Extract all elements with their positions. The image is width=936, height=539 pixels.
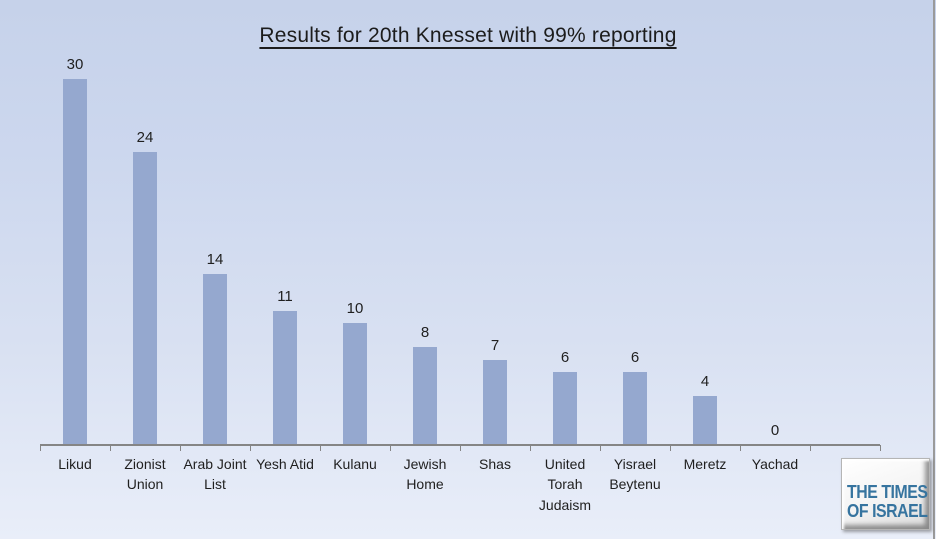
- category-label-arab-joint-list: Arab Joint List: [183, 456, 247, 493]
- x-axis-tick: [530, 445, 531, 451]
- category-label-yachad: Yachad: [751, 456, 799, 472]
- x-axis-tick: [600, 445, 601, 451]
- x-axis-tick: [810, 445, 811, 451]
- category-label-kulanu: Kulanu: [333, 456, 377, 472]
- category-label-shas: Shas: [479, 456, 511, 472]
- x-axis-tick: [880, 445, 881, 451]
- category-label-likud: Likud: [58, 456, 92, 472]
- category-label-meretz: Meretz: [683, 456, 727, 472]
- logo-text-line2: OF ISRAEL: [847, 501, 928, 521]
- x-axis-line: [40, 444, 880, 446]
- x-axis-tick: [390, 445, 391, 451]
- category-label-jewish-home: Jewish Home: [403, 456, 447, 493]
- bar-jewish-home: [413, 347, 437, 445]
- bar-meretz: [693, 396, 717, 445]
- x-axis-tick: [40, 445, 41, 451]
- value-label-yachad: 0: [770, 422, 780, 439]
- category-label-yesh-atid: Yesh Atid: [256, 456, 314, 472]
- bar-shas: [483, 360, 507, 445]
- value-label-yesh-atid: 11: [277, 288, 293, 305]
- bar-united-torah-judaism: [553, 372, 577, 445]
- value-label-likud: 30: [66, 56, 84, 73]
- value-label-jewish-home: 8: [420, 324, 430, 341]
- value-label-arab-joint-list: 14: [206, 251, 224, 268]
- bar-yisrael-beytenu: [623, 372, 647, 445]
- value-label-united-torah-judaism: 6: [560, 349, 570, 366]
- bar-yesh-atid: [273, 311, 297, 445]
- category-label-zionist-union: Zionist Union: [124, 456, 166, 493]
- chart-title: Results for 20th Knesset with 99% report…: [259, 24, 677, 47]
- x-axis-tick: [110, 445, 111, 451]
- value-label-shas: 7: [490, 337, 500, 354]
- x-axis-tick: [180, 445, 181, 451]
- value-label-kulanu: 10: [346, 300, 364, 317]
- times-of-israel-logo: THE TIMES OF ISRAEL: [841, 458, 930, 530]
- category-label-yisrael-beytenu: Yisrael Beytenu: [609, 456, 661, 493]
- logo-text-line1: THE TIMES: [847, 482, 928, 502]
- x-axis-tick: [670, 445, 671, 451]
- x-axis-tick: [740, 445, 741, 451]
- bar-zionist-union: [133, 152, 157, 445]
- value-label-yisrael-beytenu: 6: [630, 349, 640, 366]
- bar-likud: [63, 79, 87, 445]
- value-label-meretz: 4: [700, 373, 710, 390]
- x-axis-tick: [460, 445, 461, 451]
- x-axis-tick: [250, 445, 251, 451]
- window-right-border: [933, 0, 935, 539]
- bar-kulanu: [343, 323, 367, 445]
- x-axis-tick: [320, 445, 321, 451]
- value-label-zionist-union: 24: [136, 129, 154, 146]
- bar-arab-joint-list: [203, 274, 227, 445]
- category-label-united-torah-judaism: United Torah Judaism: [538, 456, 592, 513]
